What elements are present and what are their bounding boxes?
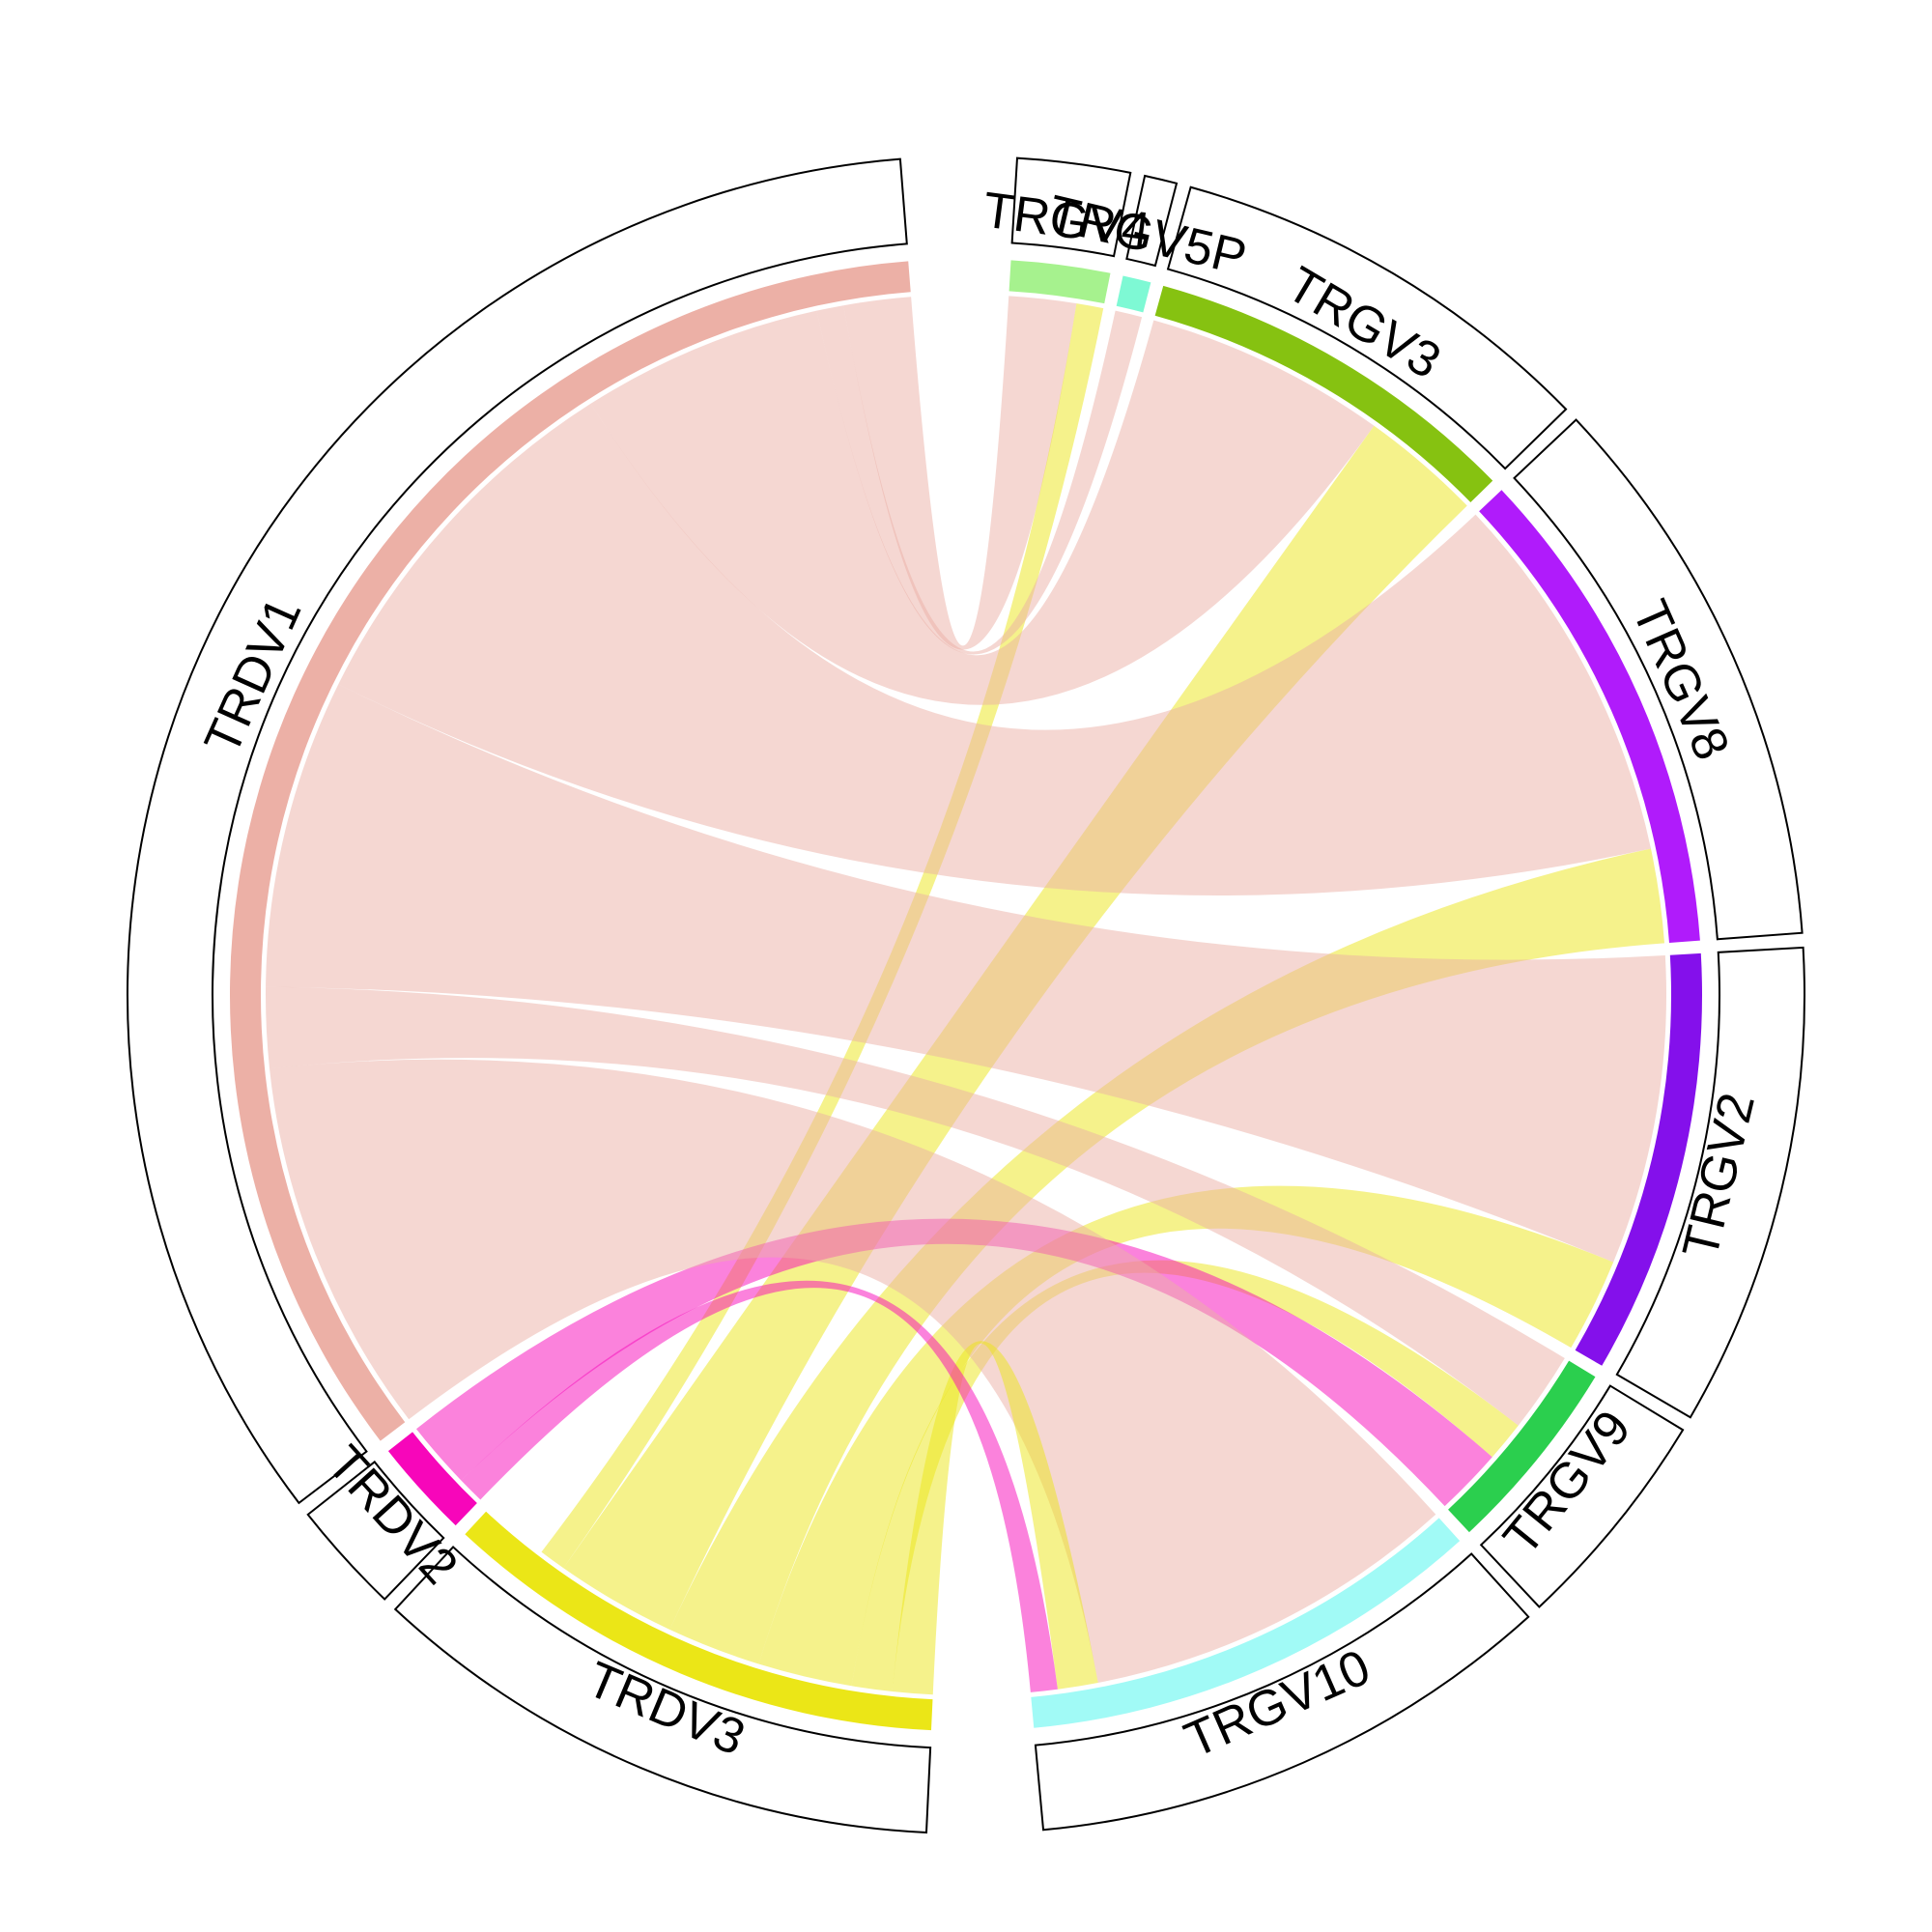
link-trgv10-trdv3 <box>892 1341 1098 1695</box>
sector-track-trgv4 <box>1009 260 1111 304</box>
links-layer <box>266 296 1667 1695</box>
label-box-trdv1 <box>126 157 908 1505</box>
link-trgv2-trdv1 <box>266 684 1667 1263</box>
label-box-trgv4 <box>1010 156 1132 258</box>
label-box-trgv5p <box>1125 174 1179 268</box>
label-box-trdv2 <box>306 1460 445 1601</box>
sector-track-trgv3 <box>1154 285 1493 503</box>
link-trgv8-trdv1 <box>338 403 1652 896</box>
label-box-trgv9 <box>1479 1384 1685 1608</box>
link-trgv9-trdv1 <box>266 986 1565 1426</box>
link-trgv8-trdv3 <box>669 848 1665 1664</box>
sector-track-trgv8 <box>1479 490 1700 943</box>
label-box-trgv2 <box>1615 946 1806 1419</box>
link-trgv10-trdv1 <box>270 1059 1436 1683</box>
label-box-trgv3 <box>1166 185 1568 470</box>
sector-track-trdv3 <box>465 1511 933 1731</box>
sector-track-trgv10 <box>1031 1518 1461 1728</box>
label-box-trdv3 <box>393 1546 932 1834</box>
sector-tracks-layer <box>126 156 1806 1834</box>
link-trgv5p-trdv1 <box>816 305 1143 655</box>
sector-track-trgv2 <box>1575 952 1702 1366</box>
sector-track-trgv9 <box>1448 1360 1596 1533</box>
label-box-trgv10 <box>1034 1552 1530 1832</box>
link-trgv9-trdv2 <box>415 1218 1492 1507</box>
link-trgv4-trdv1 <box>843 296 1077 650</box>
sector-track-trdv1 <box>229 261 911 1441</box>
label-box-trgv8 <box>1513 418 1804 941</box>
sector-track-trgv5p <box>1116 275 1151 313</box>
sector-track-trdv2 <box>387 1432 477 1526</box>
link-trgv3-trdv1 <box>590 310 1375 705</box>
